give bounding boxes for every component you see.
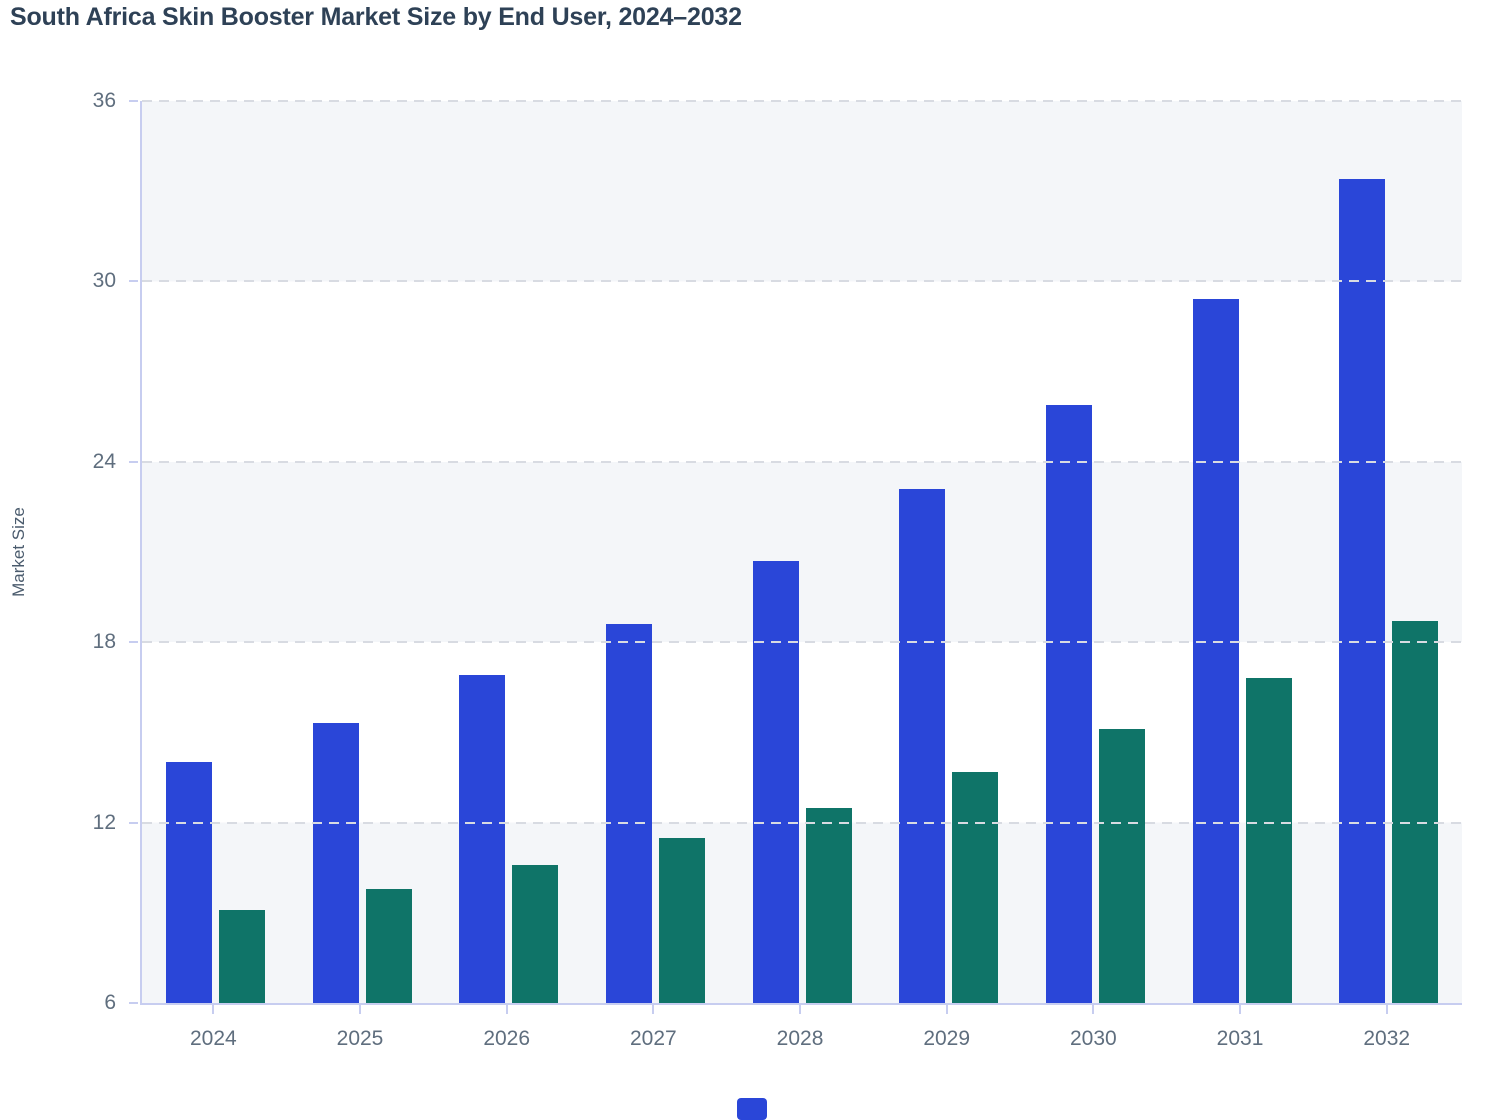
chart-title: South Africa Skin Booster Market Size by… xyxy=(10,3,742,31)
x-category-2032: 2032 xyxy=(1313,1005,1460,1051)
bar-teal-2025[interactable] xyxy=(365,888,412,1003)
x-category-2029: 2029 xyxy=(873,1005,1020,1051)
bar-group-2027 xyxy=(582,101,729,1003)
bar-blue-2024[interactable] xyxy=(165,762,212,1003)
bar-blue-2032[interactable] xyxy=(1339,179,1386,1003)
y-tick-label-24: 24 xyxy=(92,449,116,473)
bar-group-2025 xyxy=(289,101,436,1003)
y-tick-mark-12 xyxy=(129,821,138,824)
bar-group-2026 xyxy=(435,101,582,1003)
x-tick-mark-2027 xyxy=(652,1005,655,1014)
y-tick-mark-30 xyxy=(129,280,138,283)
y-tick-label-18: 18 xyxy=(92,630,116,654)
bar-blue-2030[interactable] xyxy=(1045,404,1092,1003)
y-tick-mark-24 xyxy=(129,460,138,463)
bar-teal-2026[interactable] xyxy=(512,864,559,1003)
bar-blue-2025[interactable] xyxy=(312,723,359,1003)
y-tick-label-36: 36 xyxy=(92,89,116,112)
y-tick-mark-18 xyxy=(129,641,138,644)
bar-group-2028 xyxy=(729,101,876,1003)
bar-group-2032 xyxy=(1315,101,1462,1003)
x-tick-label-2024: 2024 xyxy=(189,1027,237,1050)
bar-group-2029 xyxy=(875,101,1022,1003)
x-category-2027: 2027 xyxy=(580,1005,727,1051)
bar-teal-2031[interactable] xyxy=(1245,678,1292,1003)
x-tick-label-2030: 2030 xyxy=(1070,1027,1117,1050)
bar-blue-2031[interactable] xyxy=(1192,299,1239,1003)
bar-group-2031 xyxy=(1169,101,1316,1003)
y-tick-mark-36 xyxy=(129,100,138,102)
y-tick-label-6: 6 xyxy=(104,991,116,1014)
y-tick-label-12: 12 xyxy=(92,810,116,834)
bar-teal-2027[interactable] xyxy=(658,837,705,1003)
x-tick-mark-2025 xyxy=(359,1005,361,1014)
x-tick-mark-2028 xyxy=(799,1005,802,1014)
x-tick-mark-2031 xyxy=(1239,1005,1242,1014)
x-tick-label-2028: 2028 xyxy=(776,1027,824,1050)
x-category-2026: 2026 xyxy=(433,1005,580,1051)
bar-group-2030 xyxy=(1022,101,1169,1003)
bar-blue-2027[interactable] xyxy=(605,624,652,1003)
x-tick-label-2029: 2029 xyxy=(923,1027,971,1050)
bar-group-2024 xyxy=(142,101,289,1003)
y-axis: 6 12 18 24 30 36 xyxy=(0,89,140,1014)
x-category-2031: 2031 xyxy=(1167,1005,1314,1051)
bar-teal-2028[interactable] xyxy=(805,807,852,1003)
bar-groups xyxy=(142,101,1462,1003)
bar-teal-2029[interactable] xyxy=(952,771,999,1003)
x-tick-mark-2029 xyxy=(945,1005,948,1014)
x-category-2028: 2028 xyxy=(727,1005,874,1051)
plot-area xyxy=(140,100,1462,1005)
x-category-2025: 2025 xyxy=(287,1005,434,1051)
bar-teal-2024[interactable] xyxy=(218,909,265,1003)
bar-blue-2029[interactable] xyxy=(899,488,946,1003)
x-tick-mark-2026 xyxy=(505,1005,508,1014)
x-tick-label-2031: 2031 xyxy=(1216,1027,1264,1050)
bar-blue-2026[interactable] xyxy=(459,675,506,1003)
x-tick-mark-2030 xyxy=(1092,1005,1095,1014)
x-axis: 2024 2025 2026 2027 2028 2029 2030 2031 2032 xyxy=(140,1005,1460,1051)
legend-swatch-blue-series[interactable] xyxy=(737,1098,767,1120)
x-category-2030: 2030 xyxy=(1020,1005,1167,1051)
x-tick-label-2025: 2025 xyxy=(336,1027,384,1050)
bar-teal-2030[interactable] xyxy=(1098,729,1145,1003)
y-tick-mark-6 xyxy=(129,1002,138,1004)
x-tick-label-2027: 2027 xyxy=(629,1027,677,1050)
x-tick-label-2026: 2026 xyxy=(483,1027,531,1050)
bar-blue-2028[interactable] xyxy=(752,561,799,1003)
x-category-2024: 2024 xyxy=(140,1005,287,1051)
x-tick-mark-2024 xyxy=(212,1005,215,1014)
y-tick-label-30: 30 xyxy=(92,269,116,293)
x-tick-label-2032: 2032 xyxy=(1363,1027,1411,1050)
bar-teal-2032[interactable] xyxy=(1392,621,1439,1003)
x-tick-mark-2032 xyxy=(1385,1005,1388,1014)
